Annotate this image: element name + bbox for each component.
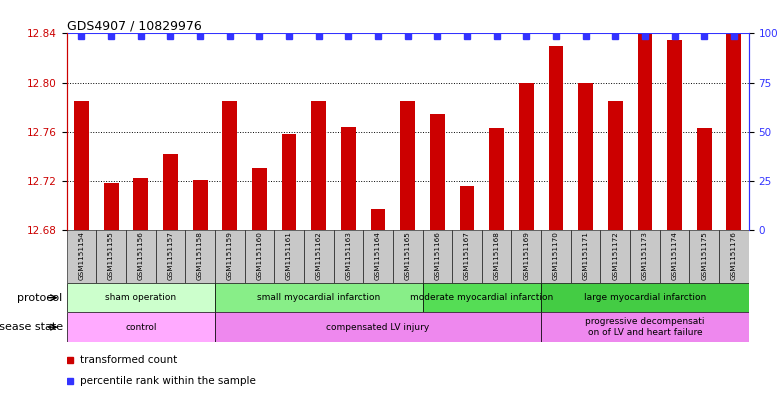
Text: control: control [125, 323, 157, 332]
Bar [489, 128, 504, 230]
Bar [281, 134, 296, 230]
Bar [541, 283, 749, 312]
Bar [215, 312, 541, 342]
Bar [341, 127, 356, 230]
Bar [126, 230, 155, 283]
Text: GSM1151174: GSM1151174 [672, 231, 677, 280]
Bar [689, 230, 719, 283]
Bar [571, 230, 601, 283]
Bar [155, 230, 185, 283]
Bar [727, 33, 742, 230]
Text: GSM1151170: GSM1151170 [553, 231, 559, 280]
Bar [660, 230, 689, 283]
Bar [193, 180, 208, 230]
Bar [363, 230, 393, 283]
Text: compensated LV injury: compensated LV injury [326, 323, 430, 332]
Bar [67, 230, 96, 283]
Bar [163, 154, 178, 230]
Text: progressive decompensati
on of LV and heart failure: progressive decompensati on of LV and he… [585, 318, 705, 337]
Text: GSM1151163: GSM1151163 [346, 231, 351, 280]
Text: GSM1151154: GSM1151154 [78, 231, 85, 280]
Text: GSM1151164: GSM1151164 [375, 231, 381, 280]
Bar [96, 230, 126, 283]
Text: GSM1151173: GSM1151173 [642, 231, 648, 280]
Bar [519, 83, 534, 230]
Bar [74, 101, 89, 230]
Bar [511, 230, 541, 283]
Text: GSM1151162: GSM1151162 [316, 231, 321, 280]
Bar [423, 230, 452, 283]
Text: GSM1151161: GSM1151161 [286, 231, 292, 280]
Text: GSM1151167: GSM1151167 [464, 231, 470, 280]
Bar [393, 230, 423, 283]
Bar [67, 283, 215, 312]
Bar [608, 101, 622, 230]
Text: GSM1151175: GSM1151175 [701, 231, 707, 280]
Bar [223, 101, 237, 230]
Bar [252, 169, 267, 230]
Text: GSM1151156: GSM1151156 [138, 231, 143, 280]
Text: GSM1151155: GSM1151155 [108, 231, 114, 280]
Bar [215, 230, 245, 283]
Bar [697, 128, 712, 230]
Bar [459, 186, 474, 230]
Text: GSM1151172: GSM1151172 [612, 231, 619, 280]
Bar [371, 209, 386, 230]
Bar [333, 230, 363, 283]
Text: protocol: protocol [17, 293, 63, 303]
Bar [630, 230, 660, 283]
Bar [601, 230, 630, 283]
Bar [103, 183, 118, 230]
Text: GSM1151168: GSM1151168 [494, 231, 499, 280]
Text: disease state: disease state [0, 322, 63, 332]
Bar [578, 83, 593, 230]
Bar [304, 230, 333, 283]
Text: GDS4907 / 10829976: GDS4907 / 10829976 [67, 19, 201, 32]
Bar [549, 46, 564, 230]
Text: GSM1151171: GSM1151171 [583, 231, 589, 280]
Text: percentile rank within the sample: percentile rank within the sample [80, 376, 256, 386]
Bar [541, 312, 749, 342]
Bar [719, 230, 749, 283]
Text: moderate myocardial infarction: moderate myocardial infarction [410, 293, 554, 302]
Bar [452, 230, 482, 283]
Bar [274, 230, 304, 283]
Bar [430, 114, 445, 230]
Bar [541, 230, 571, 283]
Bar [245, 230, 274, 283]
Text: GSM1151158: GSM1151158 [197, 231, 203, 280]
Text: GSM1151165: GSM1151165 [405, 231, 411, 280]
Bar [185, 230, 215, 283]
Text: GSM1151159: GSM1151159 [227, 231, 233, 280]
Bar [67, 312, 215, 342]
Text: GSM1151157: GSM1151157 [168, 231, 173, 280]
Text: large myocardial infarction: large myocardial infarction [584, 293, 706, 302]
Bar [423, 283, 541, 312]
Text: GSM1151166: GSM1151166 [434, 231, 441, 280]
Text: GSM1151176: GSM1151176 [731, 231, 737, 280]
Text: sham operation: sham operation [105, 293, 176, 302]
Text: GSM1151160: GSM1151160 [256, 231, 263, 280]
Bar [401, 101, 415, 230]
Bar [482, 230, 511, 283]
Bar [215, 283, 423, 312]
Text: small myocardial infarction: small myocardial infarction [257, 293, 380, 302]
Bar [667, 40, 682, 230]
Bar [311, 101, 326, 230]
Text: transformed count: transformed count [80, 354, 177, 365]
Bar [133, 178, 148, 230]
Text: GSM1151169: GSM1151169 [523, 231, 529, 280]
Bar [637, 33, 652, 230]
